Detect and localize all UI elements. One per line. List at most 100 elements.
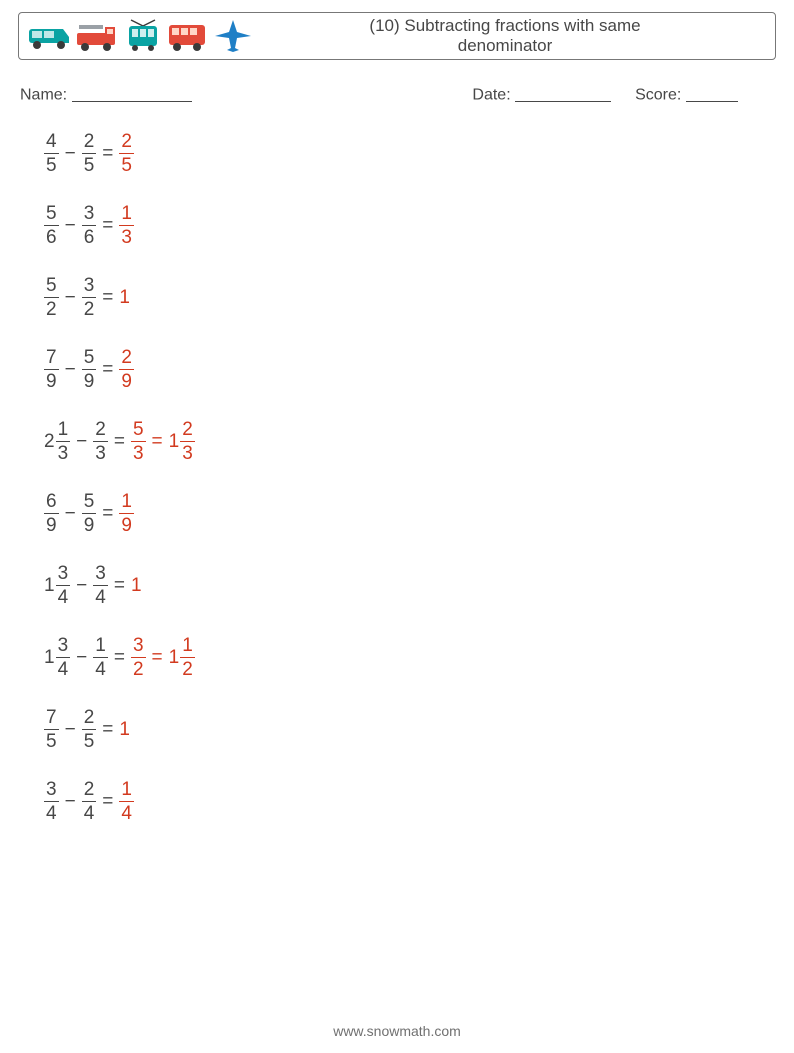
fraction-denominator: 6 bbox=[82, 227, 97, 248]
fraction-bar bbox=[119, 225, 134, 226]
fraction: 25 bbox=[82, 131, 97, 176]
fraction-numerator: 2 bbox=[82, 779, 97, 800]
fraction-numerator: 1 bbox=[93, 635, 108, 656]
title-line-2: denominator bbox=[458, 36, 553, 55]
minus-sign: − bbox=[59, 144, 82, 163]
fraction: 23 bbox=[93, 419, 108, 464]
fraction-denominator: 4 bbox=[44, 803, 59, 824]
problem-row: 52−32=1 bbox=[44, 277, 776, 319]
fraction: 45 bbox=[44, 131, 59, 176]
fraction: 23 bbox=[180, 419, 195, 464]
fraction-denominator: 3 bbox=[131, 443, 146, 464]
problem-row: 69−59=19 bbox=[44, 493, 776, 535]
fraction: 32 bbox=[82, 275, 97, 320]
mixed-whole: 1 bbox=[169, 648, 181, 667]
fraction: 25 bbox=[119, 131, 134, 176]
fraction-denominator: 4 bbox=[56, 659, 71, 680]
minus-sign: − bbox=[59, 288, 82, 307]
minus-sign: − bbox=[70, 576, 93, 595]
mixed-number: 112 bbox=[169, 635, 195, 680]
fraction-denominator: 2 bbox=[180, 659, 195, 680]
fraction: 59 bbox=[82, 491, 97, 536]
fraction: 59 bbox=[82, 347, 97, 392]
fraction: 53 bbox=[131, 419, 146, 464]
fraction-bar bbox=[131, 441, 146, 442]
problem-row: 134−14=32=112 bbox=[44, 637, 776, 679]
fraction-denominator: 9 bbox=[82, 515, 97, 536]
fraction-denominator: 9 bbox=[119, 515, 134, 536]
fraction-numerator: 3 bbox=[82, 275, 97, 296]
score-blank[interactable] bbox=[686, 84, 738, 102]
problem-row: 75−25=1 bbox=[44, 709, 776, 751]
fraction: 34 bbox=[56, 563, 71, 608]
name-label: Name: bbox=[20, 87, 67, 104]
fraction-denominator: 5 bbox=[44, 155, 59, 176]
fraction: 36 bbox=[82, 203, 97, 248]
fraction-denominator: 5 bbox=[82, 155, 97, 176]
equals-sign: = bbox=[108, 576, 131, 595]
fraction: 32 bbox=[131, 635, 146, 680]
fraction-numerator: 5 bbox=[82, 347, 97, 368]
fraction-bar bbox=[119, 801, 134, 802]
fraction-numerator: 2 bbox=[82, 131, 97, 152]
mixed-number: 123 bbox=[169, 419, 195, 464]
fraction-numerator: 2 bbox=[119, 131, 134, 152]
problems-list: 45−25=2556−36=1352−32=179−59=29213−23=53… bbox=[18, 133, 776, 823]
fraction-denominator: 6 bbox=[44, 227, 59, 248]
fraction-numerator: 1 bbox=[119, 203, 134, 224]
fraction-denominator: 2 bbox=[44, 299, 59, 320]
fraction-bar bbox=[119, 153, 134, 154]
equals-sign: = bbox=[96, 360, 119, 379]
fraction: 13 bbox=[119, 203, 134, 248]
fraction-denominator: 3 bbox=[119, 227, 134, 248]
fraction-bar bbox=[82, 801, 97, 802]
date-blank[interactable] bbox=[515, 84, 611, 102]
plane-icon bbox=[213, 18, 253, 54]
footer-text: www.snowmath.com bbox=[0, 1023, 794, 1039]
fraction-denominator: 2 bbox=[131, 659, 146, 680]
fraction-bar bbox=[93, 441, 108, 442]
fraction-numerator: 5 bbox=[44, 203, 59, 224]
fraction-denominator: 5 bbox=[82, 731, 97, 752]
name-blank[interactable] bbox=[72, 84, 192, 102]
fraction-numerator: 3 bbox=[93, 563, 108, 584]
fraction: 69 bbox=[44, 491, 59, 536]
problem-row: 56−36=13 bbox=[44, 205, 776, 247]
equals-sign: = bbox=[96, 504, 119, 523]
mixed-number: 134 bbox=[44, 563, 70, 608]
fraction-bar bbox=[44, 801, 59, 802]
fraction-denominator: 9 bbox=[44, 515, 59, 536]
fraction-numerator: 1 bbox=[119, 779, 134, 800]
score-label: Score: bbox=[635, 87, 681, 104]
whole-number: 1 bbox=[119, 720, 130, 739]
fraction-denominator: 9 bbox=[44, 371, 59, 392]
fraction-bar bbox=[180, 657, 195, 658]
equals-sign: = bbox=[146, 432, 169, 451]
fraction-numerator: 2 bbox=[119, 347, 134, 368]
fraction-denominator: 4 bbox=[93, 587, 108, 608]
fraction-numerator: 5 bbox=[82, 491, 97, 512]
fraction: 34 bbox=[93, 563, 108, 608]
fraction-numerator: 3 bbox=[56, 635, 71, 656]
bus-icon bbox=[167, 19, 209, 53]
fraction-bar bbox=[44, 369, 59, 370]
fraction-bar bbox=[56, 441, 71, 442]
fraction: 14 bbox=[93, 635, 108, 680]
minus-sign: − bbox=[59, 792, 82, 811]
fraction-bar bbox=[82, 153, 97, 154]
fraction-numerator: 6 bbox=[44, 491, 59, 512]
date-field: Date: bbox=[472, 82, 611, 105]
fraction-numerator: 3 bbox=[56, 563, 71, 584]
fraction-numerator: 1 bbox=[56, 419, 71, 440]
fraction: 34 bbox=[56, 635, 71, 680]
mixed-number: 213 bbox=[44, 419, 70, 464]
equals-sign: = bbox=[96, 144, 119, 163]
fraction-numerator: 3 bbox=[82, 203, 97, 224]
minus-sign: − bbox=[59, 720, 82, 739]
fraction-denominator: 4 bbox=[56, 587, 71, 608]
fraction-bar bbox=[82, 369, 97, 370]
header-icon-row bbox=[27, 13, 253, 59]
fraction-bar bbox=[56, 585, 71, 586]
fraction-bar bbox=[119, 369, 134, 370]
fraction-denominator: 5 bbox=[119, 155, 134, 176]
